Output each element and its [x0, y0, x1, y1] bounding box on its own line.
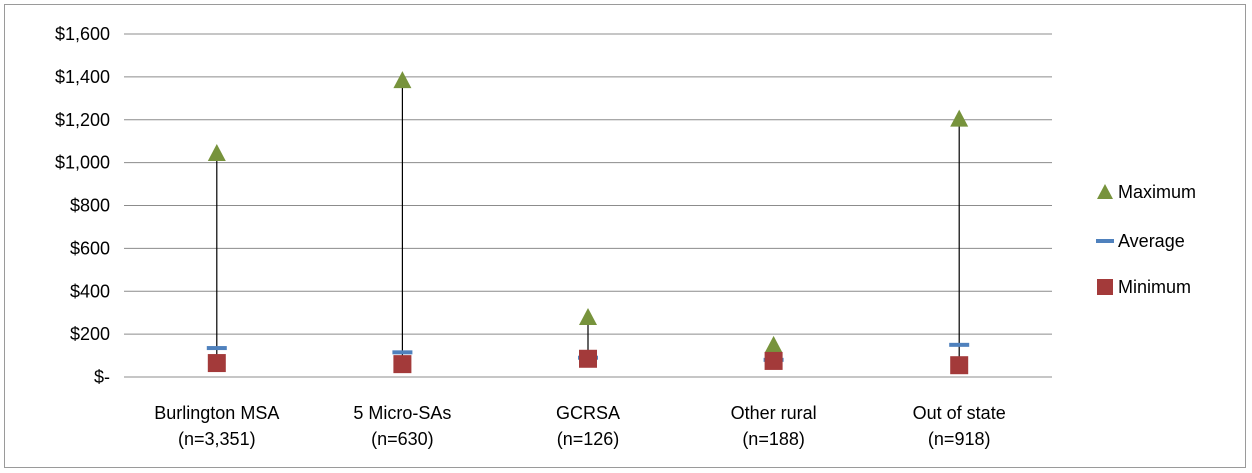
x-category-sublabel: (n=630)	[371, 429, 434, 449]
maximum-marker	[764, 335, 783, 353]
x-category-label: Other rural	[731, 403, 817, 423]
minimum-marker	[579, 349, 597, 368]
maximum-marker	[393, 71, 412, 89]
maximum-marker	[950, 109, 969, 127]
average-marker	[392, 350, 413, 355]
y-tick-label: $1,400	[55, 67, 110, 87]
minimum-marker	[207, 354, 226, 373]
x-category-sublabel: (n=126)	[557, 429, 620, 449]
legend-average-symbol	[1096, 239, 1114, 243]
legend: Maximum Average Minimum	[1096, 182, 1196, 297]
x-category-sublabel: (n=3,351)	[178, 429, 256, 449]
average-marker	[206, 346, 227, 351]
y-tick-label: $1,000	[55, 153, 110, 173]
y-tick-label: $1,600	[55, 24, 110, 44]
x-category-label: Out of state	[913, 403, 1006, 423]
legend-label: Maximum	[1118, 182, 1196, 202]
y-tick-label: $800	[70, 196, 110, 216]
y-tick-label: $600	[70, 238, 110, 258]
x-category-label: GCRSA	[556, 403, 620, 423]
y-tick-label: $400	[70, 281, 110, 301]
minimum-marker	[393, 355, 412, 374]
legend-minimum-symbol	[1097, 279, 1113, 295]
x-category-sublabel: (n=188)	[742, 429, 805, 449]
legend-label: Minimum	[1118, 277, 1191, 297]
x-category-sublabel: (n=918)	[928, 429, 991, 449]
x-category-label: Burlington MSA	[154, 403, 279, 423]
y-axis-labels: $- $200 $400 $600 $800 $1,000 $1,200 $1,400 $1,6…	[55, 24, 110, 387]
data-markers	[206, 71, 970, 375]
y-tick-label: $1,200	[55, 110, 110, 130]
maximum-marker	[207, 143, 226, 161]
chart-frame	[4, 4, 1246, 468]
average-marker	[949, 342, 970, 347]
minimum-marker	[764, 351, 783, 370]
legend-maximum-symbol	[1097, 184, 1113, 199]
minimum-marker	[950, 356, 969, 375]
x-category-label: 5 Micro-SAs	[353, 403, 451, 423]
x-axis-labels: Burlington MSA (n=3,351) 5 Micro-SAs (n=630…	[154, 403, 1005, 449]
y-tick-label: $-	[94, 367, 110, 387]
legend-label: Average	[1118, 231, 1185, 251]
maximum-marker	[579, 307, 597, 325]
y-tick-label: $200	[70, 324, 110, 344]
gridlines	[124, 33, 1052, 378]
